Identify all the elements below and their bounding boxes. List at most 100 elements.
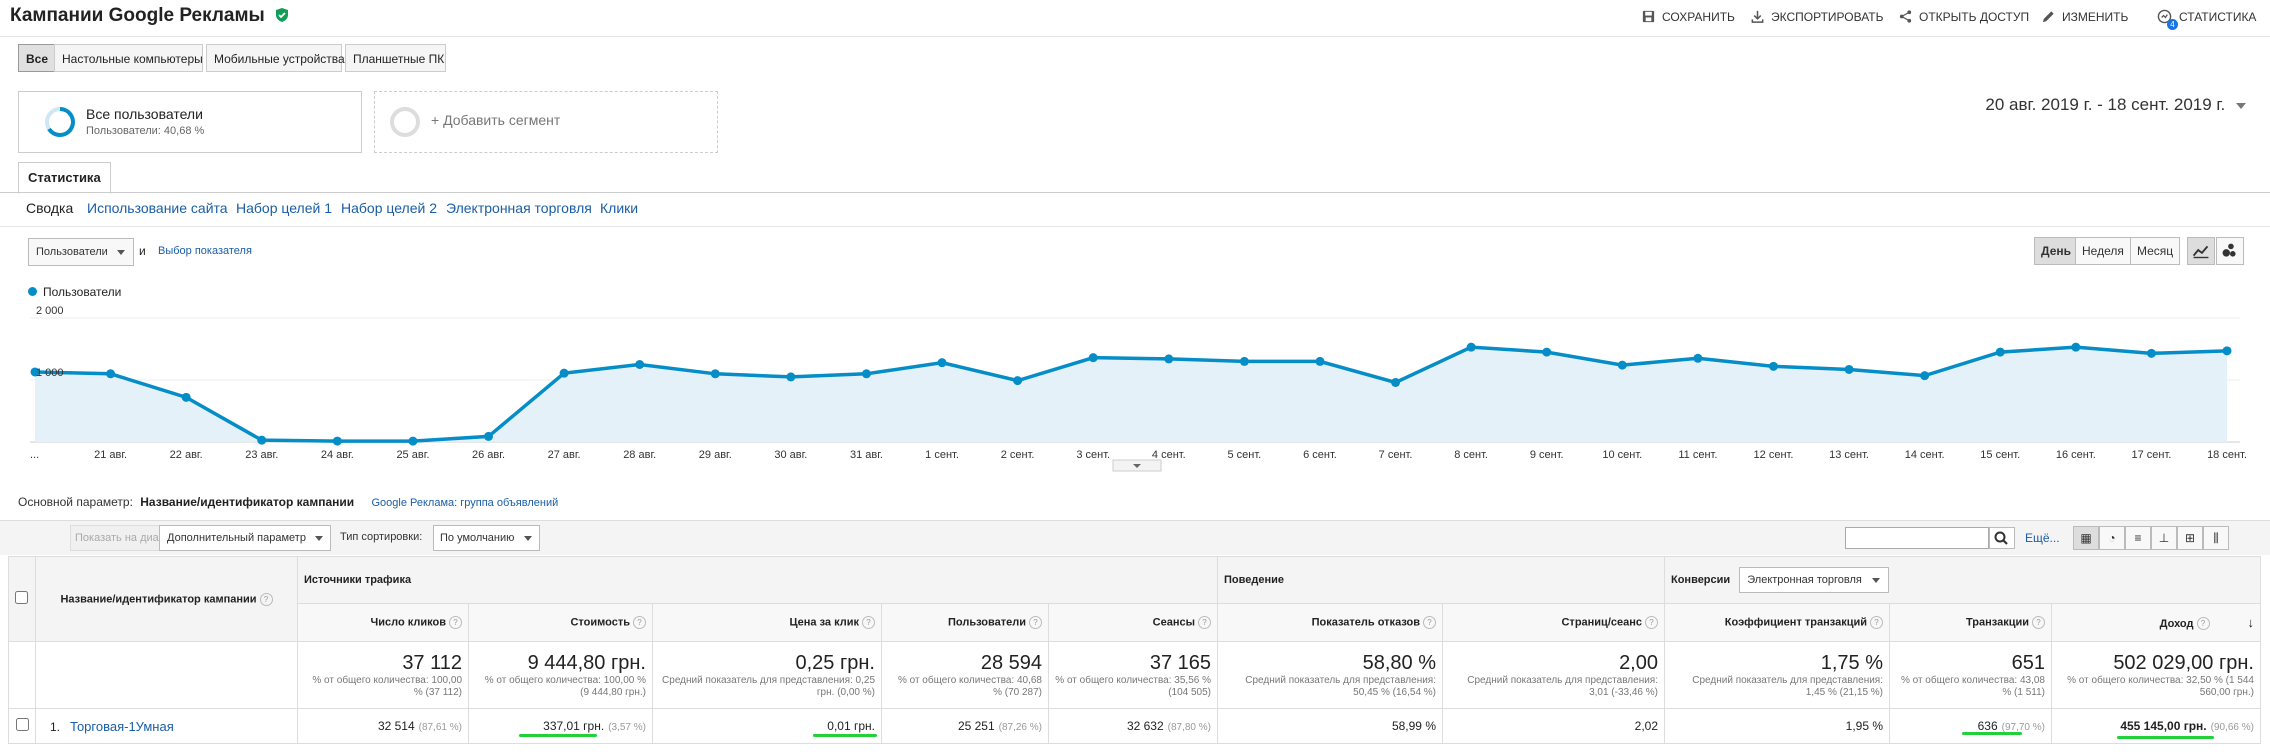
chart-point[interactable] <box>635 360 645 369</box>
subtab-summary[interactable]: Сводка <box>26 200 74 216</box>
chart-point[interactable] <box>559 368 569 378</box>
search-button[interactable] <box>1989 527 2015 549</box>
insights-button[interactable]: 4 СТАТИСТИКА <box>2157 9 2256 30</box>
period-day-button[interactable]: День <box>2034 237 2078 265</box>
period-month-button[interactable]: Месяц <box>2130 237 2181 265</box>
row-checkbox[interactable] <box>15 718 29 731</box>
primary-dimension-adgroup-link[interactable]: Google Реклама: группа объявлений <box>371 497 559 509</box>
save-button[interactable]: СОХРАНИТЬ <box>1641 9 1735 24</box>
chart-point[interactable] <box>1088 353 1098 363</box>
subtab-clicks[interactable]: Клики <box>600 200 639 216</box>
chart-point[interactable] <box>106 369 116 379</box>
subtab-goal-set-2[interactable]: Набор целей 2 <box>341 200 438 216</box>
share-button[interactable]: ОТКРЫТЬ ДОСТУП <box>1898 9 2029 24</box>
select-all-checkbox-cell <box>8 556 36 642</box>
chart-point[interactable] <box>2146 348 2156 358</box>
chart-point[interactable] <box>1239 356 1249 366</box>
chart-point[interactable] <box>937 358 947 368</box>
metric-header-label: Цена за клик <box>789 616 860 629</box>
motion-chart-toggle[interactable] <box>2216 237 2244 265</box>
line-chart-toggle[interactable] <box>2187 237 2215 265</box>
chart-point[interactable] <box>332 436 342 446</box>
edit-label: ИЗМЕНИТЬ <box>2062 9 2129 24</box>
period-week-button[interactable]: Неделя <box>2075 237 2131 265</box>
dimension-header[interactable]: Название/идентификатор кампании? <box>35 556 298 642</box>
table-view-data-icon[interactable]: ▦ <box>2073 526 2099 550</box>
metric-header[interactable]: Доход? ↓ <box>2051 603 2261 642</box>
chart-point[interactable] <box>2222 346 2232 356</box>
y-tick-label: 2 000 <box>36 305 64 317</box>
sort-type-select[interactable]: По умолчанию <box>433 525 540 551</box>
chart-point[interactable] <box>1995 347 2005 357</box>
chart-point[interactable] <box>1768 361 1778 371</box>
metric-header[interactable]: Стоимость? <box>468 603 653 642</box>
device-tab-tablet[interactable]: Планшетные ПК <box>345 44 446 72</box>
device-tab-all[interactable]: Все <box>18 44 57 72</box>
subtab-site-usage[interactable]: Использование сайта <box>87 200 228 216</box>
chart-point[interactable] <box>2071 342 2081 352</box>
chart-point[interactable] <box>1315 356 1325 366</box>
metric-header[interactable]: Сеансы? <box>1048 603 1218 642</box>
table-view-performance-icon[interactable]: ≡ <box>2125 526 2151 550</box>
device-tab-desktop[interactable]: Настольные компьютеры <box>54 44 203 72</box>
x-tick-label: 18 сент. <box>2207 449 2247 461</box>
chart-point[interactable] <box>408 436 418 446</box>
table-view-pivot-icon[interactable]: ⫼ <box>2203 526 2229 550</box>
segment-all-users[interactable]: Все пользователи Пользователи: 40,68 % <box>18 91 362 153</box>
table-view-comparison-icon[interactable]: ⊥ <box>2151 526 2177 550</box>
y-tick-label: 1 000 <box>36 367 64 379</box>
metric-header[interactable]: Число кликов? <box>297 603 469 642</box>
table-view-term-cloud-icon[interactable]: ⊞ <box>2177 526 2203 550</box>
add-segment-button[interactable]: + Добавить сегмент <box>374 91 718 153</box>
metric-header[interactable]: Страниц/сеанс? <box>1442 603 1665 642</box>
more-link[interactable]: Ещё... <box>2025 531 2060 545</box>
chart-point[interactable] <box>786 372 796 382</box>
chart-point[interactable] <box>1617 360 1627 370</box>
x-tick-label: 7 сент. <box>1379 449 1413 461</box>
x-tick-label: 15 сент. <box>1980 449 2020 461</box>
chart-point[interactable] <box>1693 353 1703 363</box>
x-tick-label: 24 авг. <box>321 449 354 461</box>
metric-header[interactable]: Цена за клик? <box>652 603 882 642</box>
row-cell: 32 632 (87,80 %) <box>1048 708 1218 744</box>
chart-point[interactable] <box>861 369 871 379</box>
chart-point[interactable] <box>1164 354 1174 364</box>
metric-header-label: Пользователи <box>947 616 1026 629</box>
group-conversions-label: Конверсии <box>1671 573 1731 586</box>
chart-point[interactable] <box>1920 371 1930 381</box>
chart-point[interactable] <box>1542 347 1552 357</box>
edit-button[interactable]: ИЗМЕНИТЬ <box>2041 9 2128 24</box>
select-metric-link[interactable]: Выбор показателя <box>158 245 252 257</box>
metric-header[interactable]: Коэффициент транзакций? <box>1664 603 1890 642</box>
export-button[interactable]: ЭКСПОРТИРОВАТЬ <box>1750 9 1883 24</box>
chart-point[interactable] <box>1466 342 1476 352</box>
secondary-dimension-select[interactable]: Дополнительный параметр <box>159 525 331 551</box>
chevron-down-icon <box>117 250 125 255</box>
chart-point[interactable] <box>1844 364 1854 374</box>
table-search-input[interactable] <box>1845 527 1989 549</box>
tab-statistics[interactable]: Статистика <box>18 162 111 194</box>
chart-collapse-handle[interactable] <box>1112 459 1162 472</box>
subtab-ecommerce[interactable]: Электронная торговля <box>446 200 592 216</box>
totals-value: 58,80 % <box>1362 651 1436 674</box>
chart-point[interactable] <box>484 431 494 441</box>
metric-header[interactable]: Пользователи? <box>881 603 1049 642</box>
metric-header[interactable]: Транзакции? <box>1889 603 2052 642</box>
chart-point[interactable] <box>710 369 720 379</box>
chart-point[interactable] <box>30 367 40 377</box>
subtab-goal-set-1[interactable]: Набор целей 1 <box>236 200 333 216</box>
metric-select[interactable]: Пользователи <box>28 238 134 266</box>
metric-header[interactable]: Показатель отказов? <box>1217 603 1443 642</box>
campaign-link[interactable]: Торговая-1Умная <box>70 718 174 734</box>
date-range-picker[interactable]: 20 авг. 2019 г. - 18 сент. 2019 г. <box>1985 95 2246 115</box>
chart-point[interactable] <box>257 435 267 445</box>
table-view-pie-icon[interactable]: ◔ <box>2099 526 2125 550</box>
device-tab-mobile[interactable]: Мобильные устройства <box>206 44 345 72</box>
chart-point[interactable] <box>181 392 191 402</box>
chart-point[interactable] <box>1391 377 1401 387</box>
x-tick-label: 1 сент. <box>925 449 959 461</box>
x-tick-label: 30 авг. <box>774 449 807 461</box>
select-all-checkbox[interactable] <box>15 591 28 604</box>
conversion-type-select[interactable]: Электронная торговля <box>1739 567 1890 593</box>
chart-point[interactable] <box>1013 376 1023 386</box>
